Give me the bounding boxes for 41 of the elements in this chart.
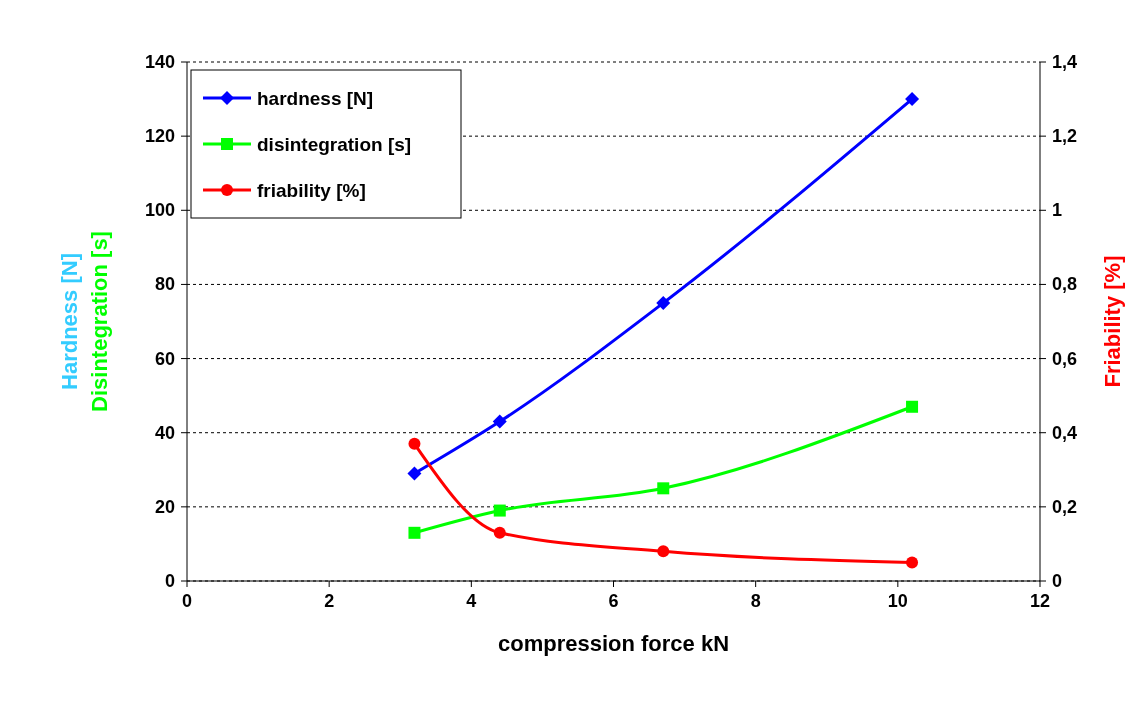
y2-tick-label: 0,6 xyxy=(1052,348,1078,369)
x-tick-label: 12 xyxy=(1029,591,1051,611)
legend-label: hardness [N] xyxy=(257,88,374,109)
point xyxy=(408,437,421,450)
y2-tick-label: 0 xyxy=(1052,571,1063,591)
x-tick-label: 8 xyxy=(750,591,761,611)
point xyxy=(905,92,920,107)
x-tick-label: 0 xyxy=(181,591,193,611)
x-tick-label: 4 xyxy=(466,591,477,611)
y2-tick-label: 0,8 xyxy=(1052,274,1078,295)
y-tick-label: 40 xyxy=(154,422,175,443)
legend-label: friability [%] xyxy=(257,180,366,201)
y-tick-label: 20 xyxy=(154,496,175,517)
x-tick-label: 10 xyxy=(887,591,908,611)
y-tick-label: 120 xyxy=(144,126,175,147)
point xyxy=(493,504,506,517)
point xyxy=(657,482,670,495)
y2-tick-label: 0,4 xyxy=(1052,422,1078,443)
point xyxy=(657,545,670,558)
point xyxy=(407,466,422,481)
y-tick-label: 80 xyxy=(154,274,175,295)
y2-tick-label: 1,2 xyxy=(1052,126,1078,147)
y2-tick-label: 1 xyxy=(1052,200,1063,221)
y2-tick-label: 1,4 xyxy=(1052,52,1078,72)
x-tick-label: 6 xyxy=(608,591,619,611)
y-tick-label: 140 xyxy=(144,52,175,72)
y-axis-title: Hardness [N] Disintegration [s] xyxy=(57,231,112,412)
x-tick-label: 2 xyxy=(324,591,335,611)
point xyxy=(656,295,671,310)
point xyxy=(493,526,506,539)
y2-axis-title: Friability [%] xyxy=(1100,255,1125,388)
legend-label: disintegration [s] xyxy=(257,134,412,155)
point xyxy=(408,526,421,539)
y2-tick-label: 0,2 xyxy=(1052,496,1078,517)
y-tick-label: 60 xyxy=(154,348,175,369)
point xyxy=(906,556,919,569)
point xyxy=(906,400,919,413)
y-tick-label: 100 xyxy=(144,200,175,221)
point xyxy=(492,414,507,429)
x-axis-title: compression force kN xyxy=(497,631,730,656)
y-tick-label: 0 xyxy=(164,571,175,591)
